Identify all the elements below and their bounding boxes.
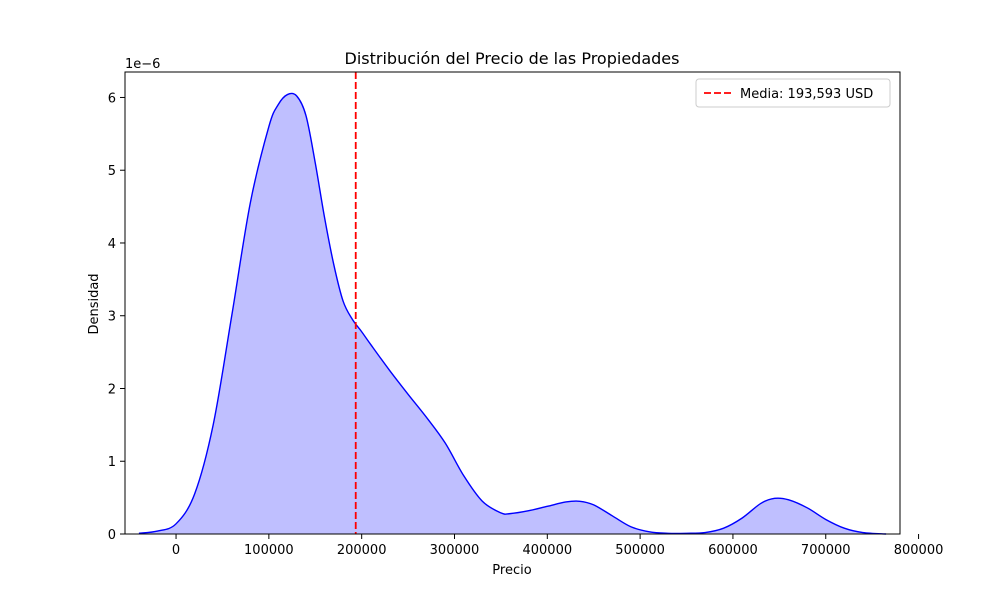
- x-tick-label: 300000: [430, 543, 480, 558]
- y-tick-label: 1: [108, 455, 116, 470]
- x-tick-label: 800000: [894, 543, 944, 558]
- axes-frame: [124, 71, 901, 535]
- y-tick-label: 0: [108, 528, 116, 543]
- x-tick-label: 100000: [244, 543, 294, 558]
- x-tick-label: 200000: [337, 543, 387, 558]
- x-tick-label: 700000: [801, 543, 851, 558]
- plot-area: 0 100000 200000 300000 400000 500000 600000 700…: [108, 71, 944, 558]
- y-axis-offset-label: 1e−6: [125, 57, 160, 72]
- kde-curve-line: [138, 92, 887, 535]
- x-tick-label: 0: [172, 543, 180, 558]
- y-tick-label: 4: [108, 237, 116, 252]
- y-tick-label: 3: [108, 310, 116, 325]
- x-tick-label: 600000: [708, 543, 758, 558]
- x-tick-label: 500000: [615, 543, 665, 558]
- x-tick-label: 400000: [522, 543, 572, 558]
- legend-mean-label: Media: 193,593 USD: [740, 87, 873, 102]
- y-tick-label: 2: [108, 382, 116, 397]
- chart-title: Distribución del Precio de las Propiedad…: [345, 49, 680, 68]
- kde-fill-area: [138, 93, 887, 535]
- y-tick-label: 5: [108, 164, 116, 179]
- y-tick-label: 6: [108, 91, 116, 106]
- y-axis-label: Densidad: [87, 273, 102, 334]
- x-axis-label: Precio: [492, 563, 531, 578]
- legend: Media: 193,593 USD: [695, 78, 891, 108]
- legend-box: [695, 78, 891, 108]
